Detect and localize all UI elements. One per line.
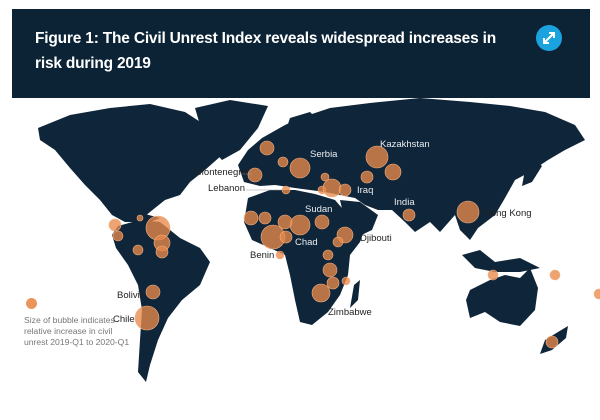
unrest-bubble[interactable] (360, 170, 374, 184)
unrest-bubble[interactable] (322, 178, 342, 198)
legend-bubble (26, 298, 37, 309)
country-label: Chad (295, 237, 318, 248)
south-america (112, 220, 210, 382)
north-america (38, 104, 225, 222)
unrest-bubble[interactable] (593, 288, 600, 300)
country-label: Hong Kong (484, 208, 532, 219)
country-label: Sudan (305, 204, 332, 215)
unrest-bubble[interactable] (247, 167, 263, 183)
africa (244, 190, 365, 325)
unrest-bubble[interactable] (402, 208, 416, 222)
country-label: India (394, 197, 415, 208)
country-label: Djibouti (360, 233, 392, 244)
greenland (195, 100, 268, 160)
unrest-bubble[interactable] (332, 236, 344, 248)
unrest-bubble[interactable] (132, 244, 144, 256)
legend-text: Size of bubble indicates relative increa… (24, 315, 130, 347)
scandinavia (282, 112, 320, 148)
unrest-bubble[interactable] (384, 163, 402, 181)
unrest-bubble[interactable] (289, 157, 311, 179)
country-label: Chile (113, 314, 135, 325)
unrest-bubble[interactable] (275, 250, 285, 260)
country-label: Lebanon (208, 183, 245, 194)
expand-arrows-icon (543, 32, 555, 44)
unrest-bubble[interactable] (281, 185, 291, 195)
unrest-bubble[interactable] (487, 269, 499, 281)
unrest-bubble[interactable] (277, 214, 293, 230)
unrest-bubble[interactable] (277, 156, 289, 168)
unrest-bubble[interactable] (320, 172, 330, 182)
figure-header: Figure 1: The Civil Unrest Index reveals… (12, 9, 590, 98)
unrest-bubble[interactable] (322, 262, 338, 278)
eurasia (238, 98, 585, 240)
unrest-bubble[interactable] (326, 276, 340, 290)
unrest-bubble[interactable] (258, 211, 272, 225)
country-label: Benin (250, 250, 274, 261)
country-label: Zimbabwe (328, 307, 372, 318)
unrest-bubble[interactable] (289, 214, 311, 236)
expand-button[interactable] (536, 25, 562, 51)
madagascar (350, 280, 360, 308)
unrest-bubble[interactable] (112, 230, 124, 242)
country-label: Serbia (310, 149, 338, 160)
unrest-bubble[interactable] (311, 283, 331, 303)
world-map: Kazakhstan Serbia Montenegro Lebanon Iraq Ind… (38, 98, 600, 382)
unrest-bubble[interactable] (322, 249, 334, 261)
unrest-bubble[interactable] (314, 214, 330, 230)
country-label: Kazakhstan (380, 139, 430, 150)
unrest-bubble[interactable] (243, 210, 259, 226)
country-label: Montenegro (196, 167, 247, 178)
unrest-bubble[interactable] (456, 200, 480, 224)
japan (522, 160, 542, 186)
unrest-bubble[interactable] (108, 218, 122, 232)
unrest-bubble[interactable] (341, 276, 351, 286)
figure-title: Figure 1: The Civil Unrest Index reveals… (35, 30, 496, 72)
unrest-bubble[interactable] (155, 245, 169, 259)
australia (466, 268, 538, 326)
unrest-bubble[interactable] (279, 230, 293, 244)
unrest-bubble[interactable] (136, 214, 144, 222)
unrest-bubble[interactable] (545, 335, 559, 349)
unrest-bubble[interactable] (338, 183, 352, 197)
unrest-bubble[interactable] (134, 305, 160, 331)
country-label: Iraq (357, 185, 373, 196)
unrest-bubble[interactable] (145, 284, 161, 300)
indonesia (462, 250, 540, 272)
unrest-bubble[interactable] (259, 140, 275, 156)
unrest-bubble[interactable] (365, 145, 389, 169)
country-label: Bolivia (117, 290, 146, 301)
unrest-bubble[interactable] (549, 269, 561, 281)
